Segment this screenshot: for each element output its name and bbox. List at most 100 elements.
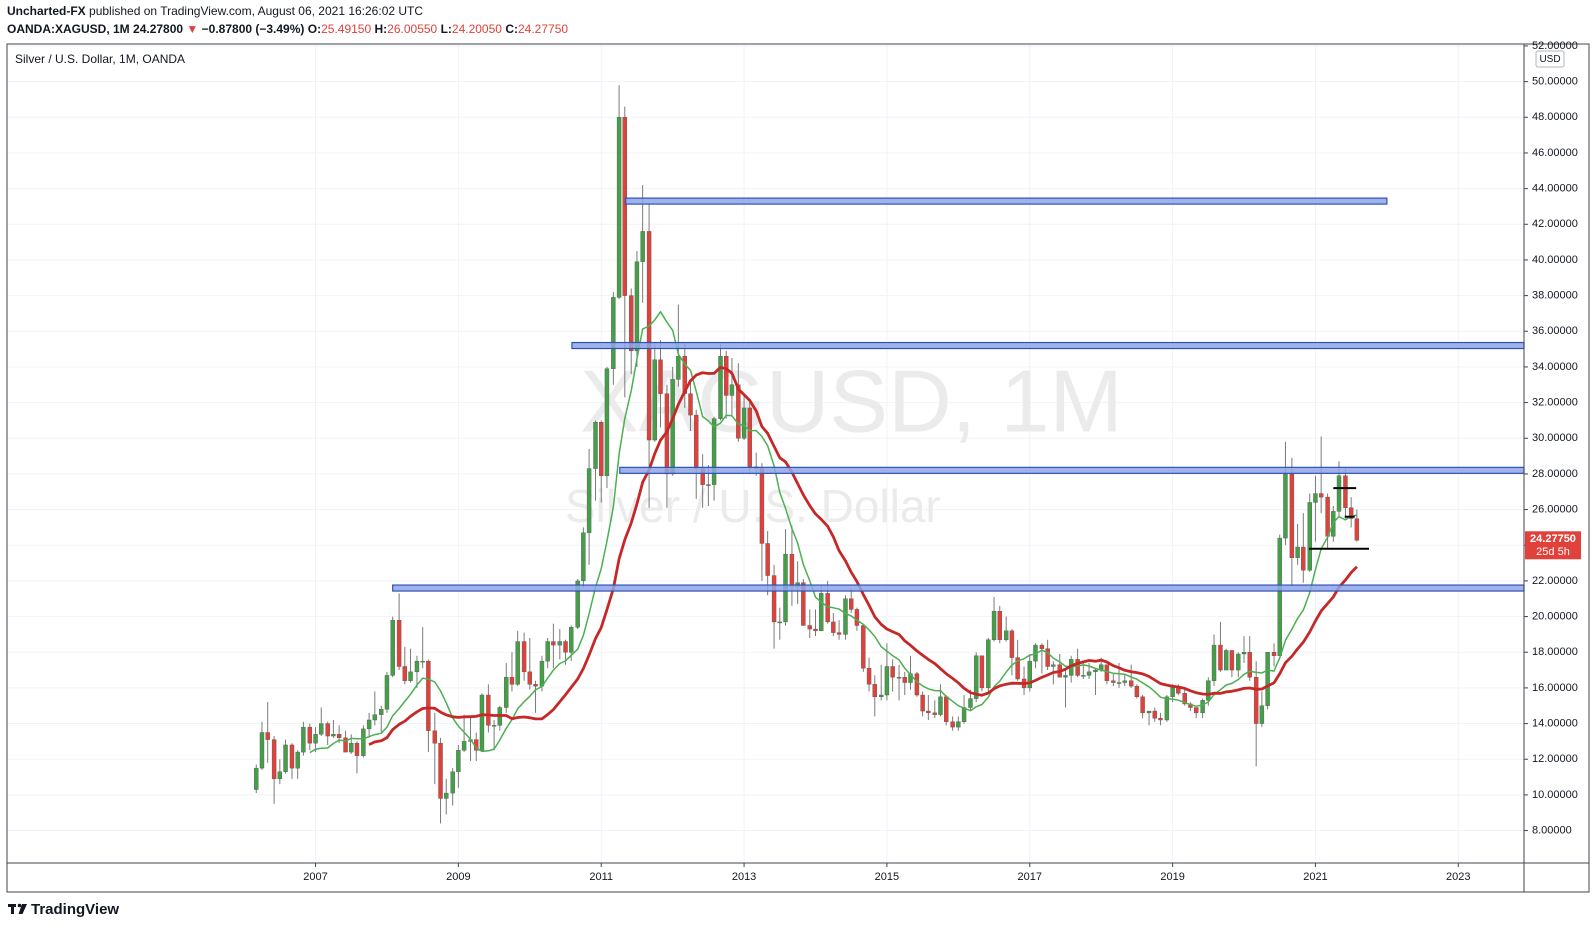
candle-body <box>1140 696 1145 714</box>
candle-body <box>1146 710 1152 714</box>
candle-body <box>741 407 747 439</box>
candle-body <box>843 598 848 635</box>
candle-body <box>527 671 533 685</box>
y-tick-label: 40.00000 <box>1532 254 1578 266</box>
candle-body <box>259 732 265 769</box>
candle-body <box>313 734 318 744</box>
high-value: 26.00550 <box>387 22 437 36</box>
candle-body <box>676 356 681 380</box>
level-zone <box>624 197 1388 205</box>
candle-body <box>1063 675 1068 678</box>
close-value: 24.27750 <box>518 22 568 36</box>
y-tick-label: 42.00000 <box>1532 218 1578 230</box>
candle-body <box>1122 680 1127 683</box>
level-zone <box>392 584 1525 592</box>
moving-average <box>309 310 1357 754</box>
candle-body <box>1003 630 1009 640</box>
candle-body <box>1182 693 1187 705</box>
published: published on TradingView.com, August 06,… <box>89 4 423 18</box>
candle-body <box>599 422 604 476</box>
candle-body <box>836 632 842 635</box>
candle-body <box>1111 680 1116 683</box>
currency: USD <box>1539 54 1560 65</box>
candle-body <box>509 676 515 685</box>
candle-body <box>1200 700 1205 714</box>
overlay <box>309 197 1525 754</box>
candle-body <box>629 295 634 352</box>
candle-body <box>1081 675 1086 677</box>
candle-body <box>384 675 390 710</box>
high-label: H: <box>375 22 388 36</box>
candle-body <box>575 580 580 628</box>
y-tick-label: 8.00000 <box>1532 824 1572 836</box>
candle-body <box>438 742 443 799</box>
candle-body <box>604 368 610 476</box>
y-tick-label: 44.00000 <box>1532 183 1578 195</box>
x-tick-label: 2019 <box>1160 871 1184 883</box>
y-tick-label: 50.00000 <box>1532 76 1578 88</box>
candle-body <box>854 609 860 626</box>
watermark-name: Silver / U.S. Dollar <box>565 480 941 532</box>
level-zone <box>571 341 1525 350</box>
candle-body <box>504 676 509 708</box>
candle-body <box>1295 546 1300 558</box>
candle-body <box>593 422 598 469</box>
y-tick-label: 38.00000 <box>1532 290 1578 302</box>
low-label: L: <box>441 22 452 36</box>
candle-body <box>765 543 770 576</box>
candle-body <box>1241 652 1247 655</box>
candle-body <box>254 767 259 790</box>
candle-body <box>1211 644 1217 681</box>
open-value: 25.49150 <box>321 22 371 36</box>
candle-body <box>265 732 270 740</box>
candle-body <box>372 714 378 721</box>
candle-body <box>896 676 902 679</box>
x-tick-label: 2011 <box>589 871 613 883</box>
x-tick-label: 2007 <box>303 871 327 883</box>
candle-body <box>402 666 408 681</box>
candle-body <box>586 468 592 533</box>
candle-body <box>634 261 640 352</box>
candle-body <box>295 751 300 769</box>
x-tick-label: 2023 <box>1446 871 1470 883</box>
candle-body <box>872 684 877 698</box>
candle-body <box>611 297 616 369</box>
x-tick-label: 2013 <box>732 871 756 883</box>
arrow: ▼ <box>186 22 198 36</box>
candle-body <box>1027 660 1032 689</box>
candle-body <box>616 117 622 298</box>
candle-body <box>914 673 920 696</box>
candle-body <box>991 611 997 640</box>
candle-body <box>1045 648 1050 667</box>
candle-body <box>426 660 431 731</box>
candle-body <box>491 725 497 727</box>
x-tick-label: 2009 <box>446 871 470 883</box>
y-tick-label: 48.00000 <box>1532 111 1578 123</box>
candle-body <box>789 553 795 587</box>
candle-body <box>801 582 806 626</box>
candle-body <box>890 666 895 678</box>
candle-body <box>866 668 872 685</box>
level-zone <box>619 466 1525 474</box>
y-tick-label: 30.00000 <box>1532 432 1578 444</box>
candle-body <box>1075 659 1080 676</box>
candle-body <box>414 660 420 673</box>
last-price: 24.27800 <box>133 22 183 36</box>
candle-body <box>950 721 955 728</box>
candle-body <box>1318 493 1324 498</box>
candle-body <box>551 641 556 646</box>
candle-body <box>961 707 967 722</box>
y-tick-label: 52.00000 <box>1532 40 1578 52</box>
candle-body <box>379 709 384 715</box>
candle-body <box>1348 507 1354 519</box>
candle-body <box>622 117 627 296</box>
y-tick-label: 18.00000 <box>1532 646 1578 658</box>
candle-body <box>724 356 729 396</box>
candle-body <box>986 639 991 689</box>
candle-body <box>1093 669 1098 673</box>
y-tick-label: 16.00000 <box>1532 682 1578 694</box>
candle-body <box>1104 664 1110 681</box>
author: Uncharted-FX <box>7 4 86 18</box>
candle-body <box>884 666 890 696</box>
